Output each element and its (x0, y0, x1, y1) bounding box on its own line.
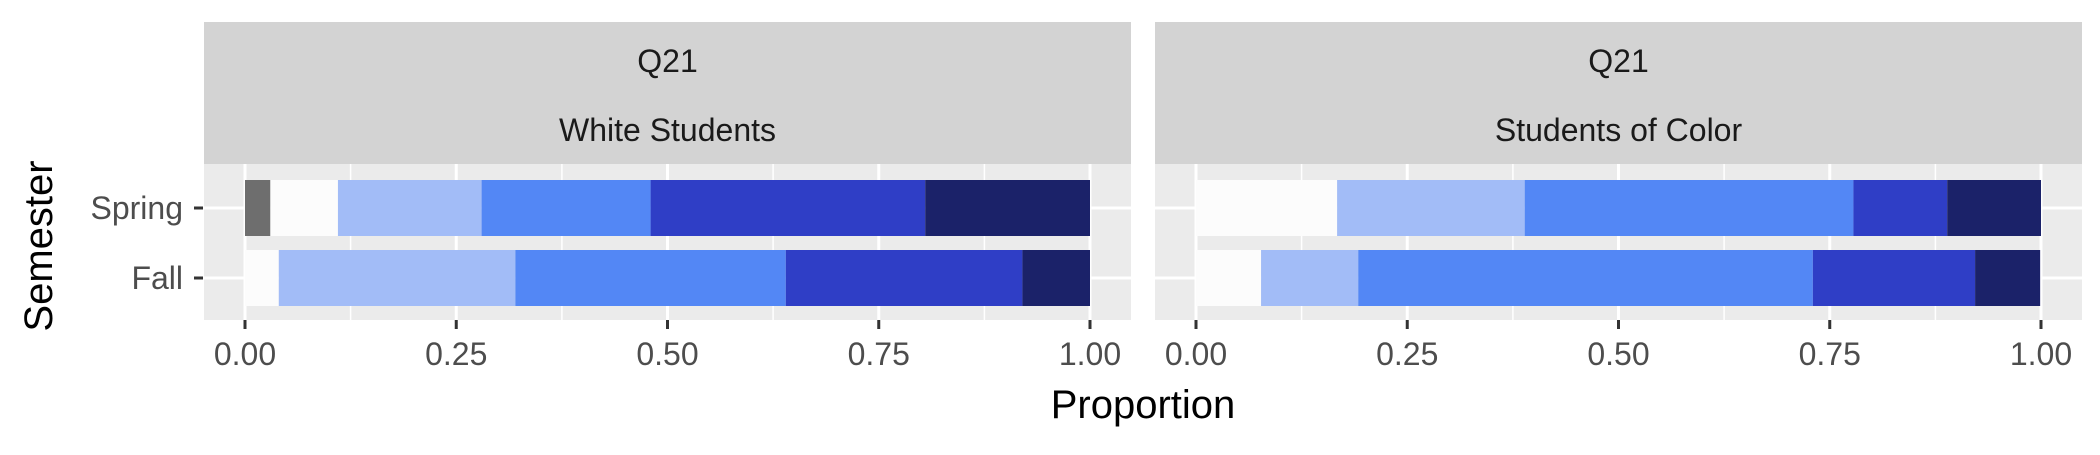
bar-segment (1337, 180, 1525, 236)
x-tick-label: 0.25 (1376, 336, 1438, 372)
y-tick-label: Fall (131, 260, 183, 296)
facet-strip-label: White Students (559, 112, 776, 148)
x-axis-title: Proportion (1051, 383, 1236, 427)
x-tick-label: 0.75 (1799, 336, 1861, 372)
bar-segment (245, 250, 279, 306)
bar-segment (785, 250, 1023, 306)
bar-segment (1196, 250, 1262, 306)
bar-segment (1853, 180, 1948, 236)
facet-strip-label: Students of Color (1495, 112, 1743, 148)
bar-segment (245, 180, 271, 236)
facet-strip (204, 22, 1131, 164)
bar-segment (650, 180, 926, 236)
bar-segment (1524, 180, 1854, 236)
facet-strip-label: Q21 (637, 43, 697, 79)
bar-segment (278, 250, 516, 306)
x-tick-label: 0.25 (425, 336, 487, 372)
y-axis-title: Semester (17, 160, 61, 331)
bar-segment (925, 180, 1090, 236)
bar-segment (1947, 180, 2041, 236)
bar-segment (1261, 250, 1359, 306)
x-tick-label: 0.75 (848, 336, 910, 372)
bar-segment (1975, 250, 2041, 306)
x-tick-label: 1.00 (2010, 336, 2072, 372)
y-tick-label: Spring (91, 190, 184, 226)
x-tick-label: 0.00 (1165, 336, 1227, 372)
bar-segment (481, 180, 651, 236)
bar-segment (1812, 250, 1976, 306)
x-tick-label: 0.50 (1587, 336, 1649, 372)
x-tick-label: 0.00 (214, 336, 276, 372)
x-tick-label: 1.00 (1059, 336, 1121, 372)
facet-strip (1155, 22, 2082, 164)
bar-segment (337, 180, 482, 236)
bar-segment (1022, 250, 1090, 306)
x-tick-label: 0.50 (636, 336, 698, 372)
bar-segment (270, 180, 338, 236)
facet-strip-label: Q21 (1588, 43, 1648, 79)
bar-segment (515, 250, 786, 306)
bar-segment (1196, 180, 1338, 236)
bar-segment (1358, 250, 1813, 306)
